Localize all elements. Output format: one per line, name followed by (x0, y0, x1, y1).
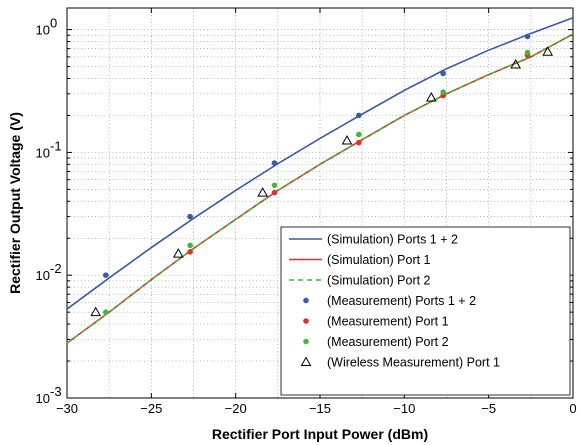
x-tick-label: −10 (393, 401, 415, 416)
data-point (257, 187, 269, 197)
series-line (66, 16, 574, 310)
y-tick-label-exponent: -3 (50, 384, 62, 399)
legend-marker-swatch (300, 356, 312, 366)
legend-label: (Simulation) Port 2 (327, 274, 431, 288)
y-tick-label-exponent: -1 (50, 138, 62, 153)
y-tick-label: 10 -2 (36, 261, 62, 283)
legend-label: (Simulation) Ports 1 + 2 (327, 233, 458, 247)
y-tick-label-base: 10 (36, 391, 50, 406)
legend-entry: (Measurement) Port 1 (303, 315, 449, 329)
series-3 (66, 33, 574, 344)
data-point (90, 306, 102, 317)
legend-entry: (Simulation) Port 2 (289, 274, 431, 288)
data-point (355, 112, 362, 119)
y-tick-label-exponent: 0 (50, 16, 57, 31)
legend: (Simulation) Ports 1 + 2 (Simulation) Por… (280, 226, 571, 396)
data-point (271, 182, 278, 189)
x-tick-label: 0 (569, 401, 576, 416)
data-point (187, 213, 193, 220)
series-4 (102, 33, 531, 279)
y-tick-label: 10 -1 (36, 138, 62, 160)
legend-entry: (Wireless Measurement) Port 1 (300, 356, 500, 370)
series-line (66, 33, 574, 344)
legend-label: (Measurement) Port 2 (327, 335, 449, 349)
series-layer (66, 16, 574, 344)
y-axis-label: Rectifier Output Voltage (V) (7, 112, 23, 294)
y-tick-label-base: 10 (36, 145, 50, 160)
x-tick-label: −25 (140, 401, 162, 416)
data-point (172, 248, 184, 258)
legend-entry: (Simulation) Ports 1 + 2 (289, 233, 458, 247)
legend-marker-swatch (303, 318, 309, 324)
legend-entry: (Simulation) Port 1 (289, 253, 431, 267)
legend-entry: (Measurement) Ports 1 + 2 (303, 294, 476, 308)
data-point (355, 131, 362, 138)
data-point (102, 309, 109, 315)
x-tick-label: −30 (56, 401, 78, 416)
x-axis-label: Rectifier Port Input Power (dBm) (212, 426, 428, 442)
legend-box (280, 226, 571, 396)
data-point (102, 272, 109, 279)
legend-label: (Wireless Measurement) Port 1 (327, 356, 500, 370)
data-point (271, 189, 278, 196)
data-point (425, 91, 437, 102)
series-5 (187, 52, 531, 255)
data-point (187, 242, 193, 249)
y-tick-label-exponent: -2 (50, 261, 62, 276)
legend-marker-swatch (303, 338, 309, 345)
data-point (355, 139, 362, 146)
axis-ticks (66, 8, 574, 399)
data-point (524, 49, 531, 56)
series-7 (90, 46, 554, 317)
legend-marker-swatch (303, 297, 309, 304)
data-point (271, 160, 278, 166)
legend-label: (Measurement) Port 1 (327, 315, 449, 329)
data-point (187, 249, 193, 255)
y-tick-label-base: 10 (36, 268, 50, 283)
y-tick-label-base: 10 (36, 23, 50, 38)
x-tick-labels: −30 −25 −20 −15 −10 −5 0 (56, 401, 577, 416)
legend-label: (Simulation) Port 1 (327, 253, 431, 267)
x-tick-label: −20 (225, 401, 247, 416)
data-point (542, 46, 554, 56)
data-point (510, 58, 522, 69)
data-point (440, 70, 446, 77)
y-tick-label: 10 -3 (36, 384, 62, 406)
y-tick-label: 10 0 (36, 16, 58, 38)
data-point (341, 134, 353, 145)
series-6 (102, 49, 531, 315)
data-point (440, 89, 446, 95)
x-tick-label: −5 (481, 401, 496, 416)
series-1 (66, 16, 574, 310)
legend-label: (Measurement) Ports 1 + 2 (327, 294, 476, 308)
x-tick-label: −15 (309, 401, 331, 416)
legend-entry: (Measurement) Port 2 (303, 335, 449, 349)
data-point (524, 33, 531, 40)
